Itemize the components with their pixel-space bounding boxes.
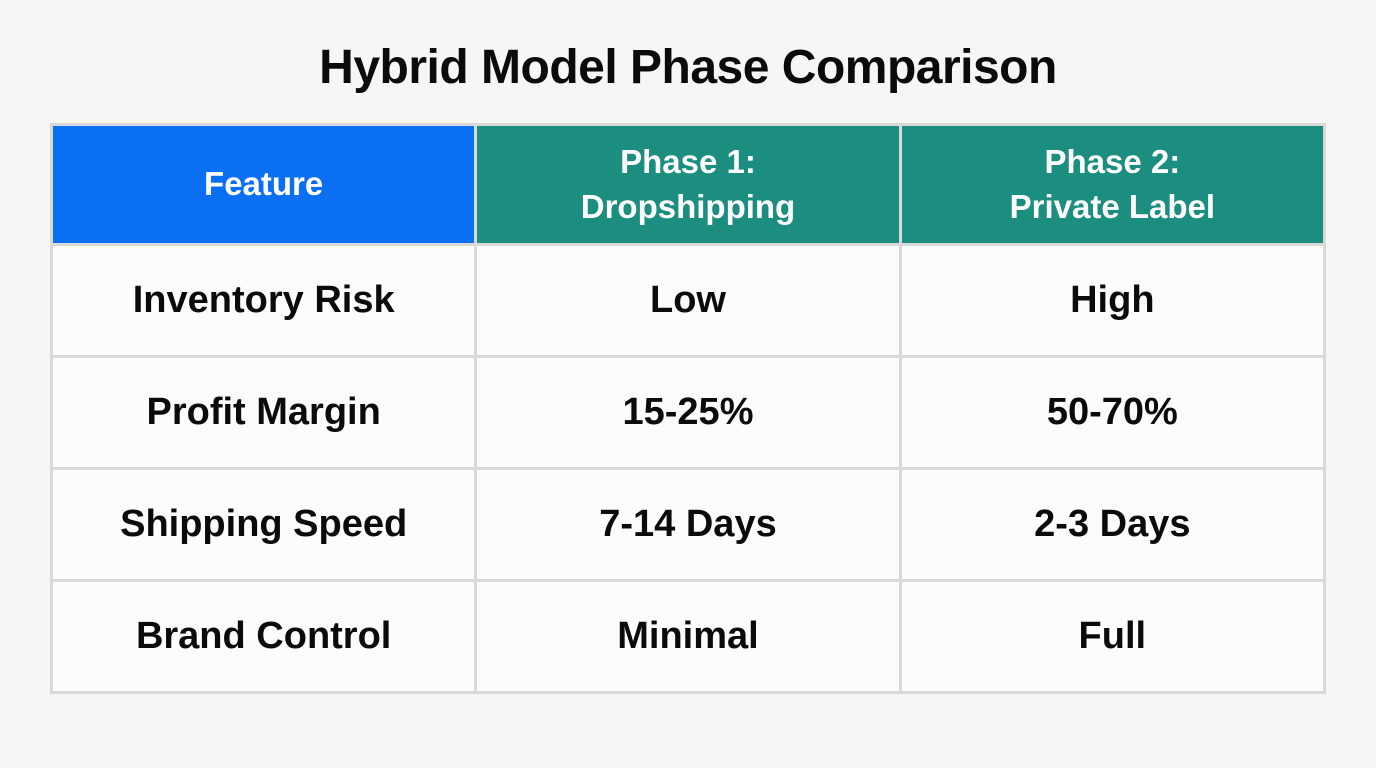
header-phase2-line2: Private Label [1009, 187, 1216, 225]
header-phase1-line2: Dropshipping [580, 187, 796, 225]
cell-feature: Profit Margin [49, 355, 478, 470]
table-row-brand-control: Brand Control Minimal Full [49, 579, 1327, 694]
header-phase2-line1: Phase 2: [1044, 142, 1181, 180]
page-title: Hybrid Model Phase Comparison [319, 41, 1057, 94]
cell-phase2: 2-3 Days [898, 467, 1327, 582]
table-row-inventory-risk: Inventory Risk Low High [49, 243, 1327, 358]
header-cell-phase1: Phase 1: Dropshipping [474, 123, 902, 246]
cell-phase2: High [898, 243, 1327, 358]
comparison-table: Feature Phase 1: Dropshipping Phase 2: P… [49, 123, 1327, 694]
cell-phase1: 15-25% [474, 355, 902, 470]
header-cell-feature: Feature [49, 123, 478, 246]
header-row: Feature Phase 1: Dropshipping Phase 2: P… [49, 123, 1327, 246]
cell-feature: Shipping Speed [49, 467, 478, 582]
cell-phase1: 7-14 Days [474, 467, 902, 582]
header-feature-label: Feature [204, 165, 324, 203]
cell-feature: Brand Control [49, 579, 478, 694]
header-cell-phase2: Phase 2: Private Label [898, 123, 1327, 246]
table-row-shipping-speed: Shipping Speed 7-14 Days 2-3 Days [49, 467, 1327, 582]
cell-phase1: Low [474, 243, 902, 358]
cell-phase2: 50-70% [898, 355, 1327, 470]
cell-phase1: Minimal [474, 579, 902, 694]
cell-phase2: Full [898, 579, 1327, 694]
header-phase1-line1: Phase 1: [620, 142, 756, 180]
cell-feature: Inventory Risk [49, 243, 478, 358]
table-row-profit-margin: Profit Margin 15-25% 50-70% [49, 355, 1327, 470]
